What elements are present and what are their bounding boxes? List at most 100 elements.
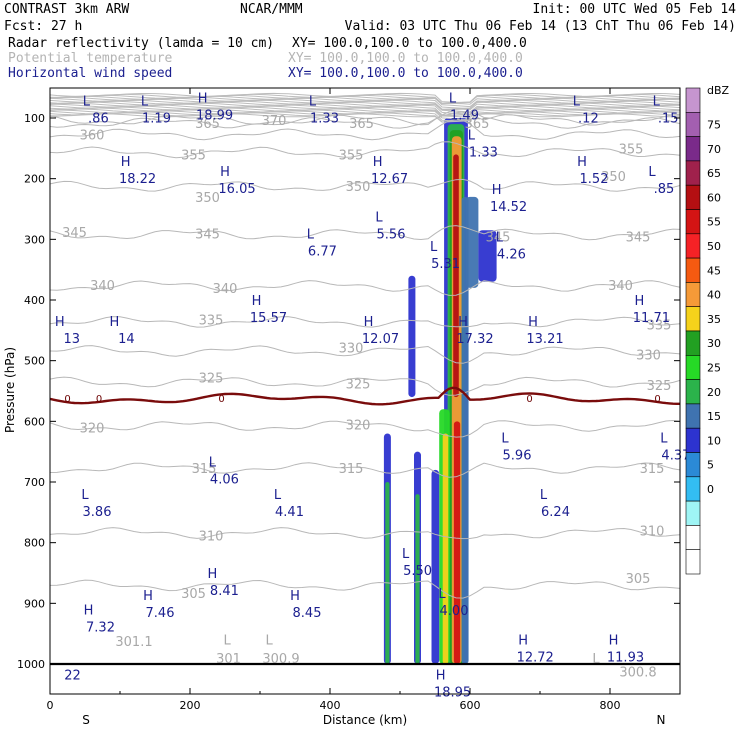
- colorbar-swatch: [685, 257, 701, 283]
- colorbar-swatch: [685, 282, 701, 307]
- isentrope-345: [50, 225, 680, 241]
- wind-extremum-value: 1.52: [580, 172, 609, 187]
- reflectivity-cell: [453, 154, 459, 398]
- colorbar-swatch: [685, 354, 701, 380]
- y-tick-label: 600: [24, 415, 45, 428]
- wind-extremum-marker: H: [110, 315, 120, 330]
- wind-extrema: L .86 L 1.19 H 18.99 L 1.33 L 1.49 L .12 L .15 L 1.33 H 1…: [55, 91, 690, 700]
- colorbar-swatch: [685, 330, 701, 356]
- wind-extremum-marker: L: [209, 455, 217, 470]
- wind-extremum-value: 13: [64, 332, 81, 347]
- isentrope-310: [50, 527, 680, 540]
- wind-extremum-value: 8.41: [210, 584, 239, 599]
- theta-label: 301.1: [115, 635, 152, 650]
- wind-extremum-value: 22: [64, 668, 81, 683]
- theta-label: 345: [626, 230, 651, 245]
- wind-extremum-marker: L: [449, 91, 457, 106]
- wind-extremum-value: 17.32: [456, 332, 493, 347]
- wind-extremum-marker: H: [143, 589, 153, 604]
- end-label-right: N: [657, 713, 666, 727]
- theta-label: 315: [192, 462, 217, 477]
- zero-isotherm: [50, 386, 680, 406]
- wind-extremum-marker: L: [141, 94, 149, 109]
- theta-label: 300.9: [262, 652, 299, 667]
- wind-extremum-marker: L: [653, 94, 661, 109]
- init-time: Init: 00 UTC Wed 05 Feb 14: [533, 2, 737, 17]
- theta-label: 340: [213, 282, 238, 297]
- wind-extremum-marker: L: [660, 432, 668, 447]
- colorbar-level-label: 65: [707, 167, 721, 180]
- theta-label: 305: [181, 587, 206, 602]
- wind-extremum-marker: H: [220, 165, 230, 180]
- wind-extremum-marker: H: [55, 315, 65, 330]
- x-axis-title: Distance (km): [323, 713, 407, 727]
- plot-frame-bg: [50, 88, 680, 694]
- x-tick-label: 600: [460, 699, 481, 712]
- wind-extremum-value: 4.41: [275, 505, 304, 520]
- colorbar-units: dBZ: [707, 84, 730, 97]
- field-wind-label: Horizontal wind speed: [8, 66, 172, 81]
- x-tick-label: 800: [600, 699, 621, 712]
- colorbar-level-label: 30: [707, 337, 721, 350]
- theta-extremum-marker: L: [223, 634, 231, 649]
- colorbar-level-label: 35: [707, 313, 721, 326]
- wind-extremum-value: 18.22: [119, 172, 156, 187]
- wind-extremum-value: 13.21: [526, 332, 563, 347]
- theta-label: 365: [465, 117, 490, 132]
- field-wind-xy: XY= 100.0,100.0 to 100.0,400.0: [288, 66, 523, 81]
- wind-extremum-marker: L: [573, 94, 581, 109]
- isentrope-325: [50, 376, 680, 396]
- colorbar-level-label: 25: [707, 361, 721, 374]
- wind-extremum-value: 6.77: [308, 244, 337, 259]
- wind-extremum-value: 7.46: [146, 606, 175, 621]
- wind-extremum-value: .85: [654, 182, 675, 197]
- x-tick-label: 400: [320, 699, 341, 712]
- theta-extremum-marker: L: [265, 634, 273, 649]
- theta-label: 335: [647, 318, 672, 333]
- wind-extremum-value: 5.56: [377, 227, 406, 242]
- theta-isentropes: [50, 92, 680, 599]
- theta-label: 300.8: [619, 665, 656, 680]
- field-reflectivity-label: Radar reflectivity (lamda = 10 cm): [8, 36, 274, 51]
- zero-isotherm-line: [50, 386, 680, 406]
- field-theta-xy: XY= 100.0,100.0 to 100.0,400.0: [288, 51, 523, 66]
- wind-extremum-marker: H: [436, 668, 446, 683]
- isentrope-315: [50, 462, 680, 478]
- wind-extremum-value: 16.05: [218, 182, 255, 197]
- colorbar-level-label: 10: [707, 434, 721, 447]
- wind-extremum-value: .12: [578, 111, 599, 126]
- colorbar-level-label: 60: [707, 191, 721, 204]
- colorbar-swatch: [685, 233, 701, 259]
- plot-frame: [49, 87, 681, 695]
- wind-extremum-marker: H: [84, 603, 94, 618]
- theta-label: 355: [619, 142, 644, 157]
- colorbar-swatch: [685, 306, 701, 332]
- theta-label: 310: [640, 525, 665, 540]
- theta-label: 320: [346, 418, 371, 433]
- theta-label: 325: [199, 372, 224, 387]
- wind-extremum-value: 15.57: [250, 311, 287, 326]
- wind-extremum-value: 11.93: [607, 651, 644, 666]
- wind-extremum-value: 3.86: [83, 505, 112, 520]
- isentrope-320: [50, 419, 680, 438]
- wind-extremum-value: 4.37: [661, 449, 690, 464]
- theta-label: 345: [486, 230, 511, 245]
- y-tick-label: 1000: [17, 658, 45, 671]
- colorbar-swatch: [685, 452, 701, 478]
- colorbar-swatch: [685, 160, 701, 186]
- colorbar-swatch: [685, 476, 701, 502]
- wind-extremum-marker: L: [375, 210, 383, 225]
- wind-extremum-marker: H: [121, 155, 131, 170]
- colorbar-level-label: 40: [707, 289, 721, 302]
- reflectivity-cell: [478, 230, 497, 282]
- theta-label: 345: [195, 227, 220, 242]
- colorbar-swatch: [685, 209, 701, 235]
- wind-extremum-value: 1.19: [142, 111, 171, 126]
- reflectivity-cell: [461, 196, 469, 664]
- isentrope-upper: [50, 113, 680, 123]
- wind-extremum-marker: L: [540, 488, 548, 503]
- theta-label: 350: [601, 170, 626, 185]
- end-label-left: S: [82, 713, 90, 727]
- wind-extremum-value: 4.06: [210, 472, 239, 487]
